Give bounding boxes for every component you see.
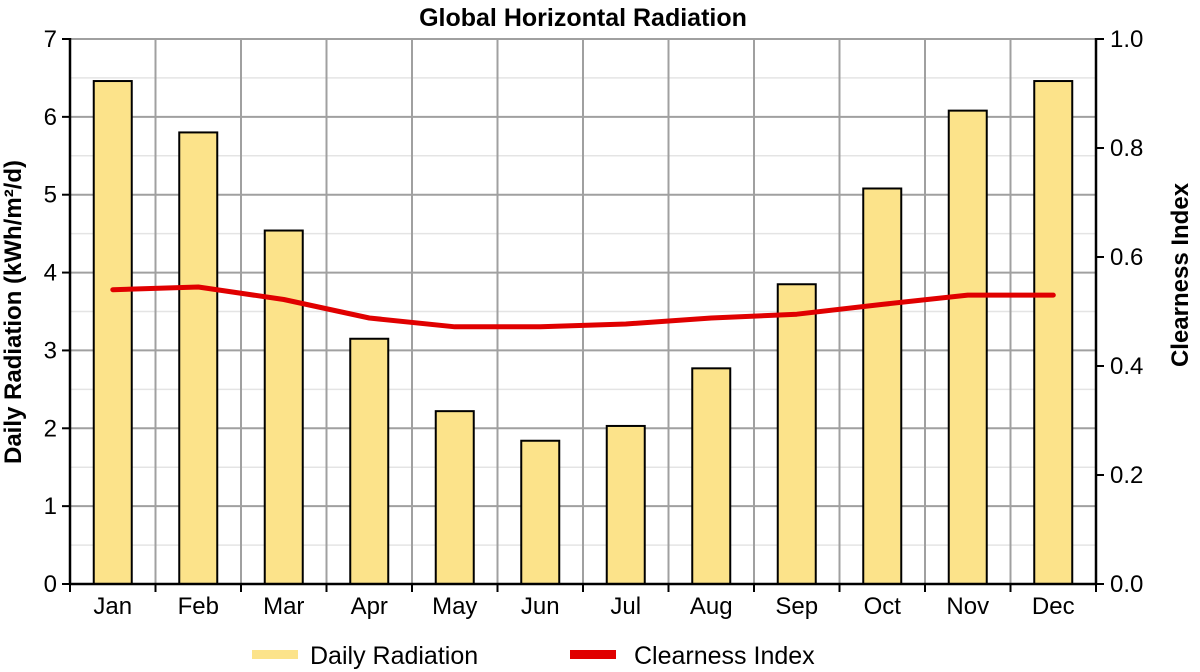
x-axis-ticks: Jan Feb Mar Apr May Jun Jul Aug Sep Oct Nov Dec <box>69 584 1097 620</box>
y-tick-label: 0 <box>44 571 57 598</box>
legend: Daily Radiation Clearness Index <box>252 642 815 670</box>
y-axis-ticks: 0 1 2 3 4 5 6 7 <box>44 26 70 598</box>
x-tick-label-jun: Jun <box>521 593 560 620</box>
gridlines <box>70 38 1096 584</box>
bar-apr <box>349 337 390 585</box>
x-tick-label-dec: Dec <box>1032 593 1075 620</box>
x-tick-label-sep: Sep <box>775 593 818 620</box>
bar-mar <box>263 229 304 585</box>
x-tick-label-feb: Feb <box>178 593 219 620</box>
bar-dec <box>1033 80 1074 586</box>
x-tick-label-may: May <box>432 593 477 620</box>
y-tick-label: 7 <box>44 26 57 53</box>
x-tick-label-jan: Jan <box>93 593 132 620</box>
y2-tick-label: 0.6 <box>1110 244 1143 271</box>
x-tick-label-aug: Aug <box>690 593 733 620</box>
y-tick-label: 3 <box>44 337 57 364</box>
line-series <box>110 284 1056 330</box>
bar-nov <box>947 109 988 585</box>
bar-aug <box>691 367 732 586</box>
bar-jan <box>92 80 133 586</box>
legend-swatch-clearness-index <box>570 650 616 659</box>
y2-tick-label: 0.2 <box>1110 462 1143 489</box>
y2-tick-label: 0.4 <box>1110 353 1143 380</box>
y2-tick-label: 0.0 <box>1110 571 1143 598</box>
chart-title: Global Horizontal Radiation <box>419 4 747 32</box>
y-tick-label: 5 <box>44 182 57 209</box>
y2-tick-label: 1.0 <box>1110 26 1143 53</box>
bar-may <box>434 410 475 585</box>
bar-oct <box>862 187 903 585</box>
bar-jun <box>520 439 561 585</box>
y2-tick-label: 0.8 <box>1110 135 1143 162</box>
y-tick-label: 6 <box>44 104 57 131</box>
legend-label-clearness-index: Clearness Index <box>634 642 815 670</box>
y2-axis-ticks: 0.0 0.2 0.4 0.6 0.8 1.0 <box>1096 26 1143 598</box>
y-axis-label: Daily Radiation (kWh/m²/d) <box>0 160 27 464</box>
y2-axis-label: Clearness Index <box>1167 182 1194 367</box>
bar-jul <box>605 424 646 586</box>
y-tick-label: 1 <box>44 493 57 520</box>
clearness-index-line <box>110 284 1056 330</box>
legend-label-daily-radiation: Daily Radiation <box>310 642 478 670</box>
x-tick-label-apr: Apr <box>351 593 388 620</box>
bar-feb <box>178 131 219 586</box>
bar-series <box>92 80 1074 586</box>
bar-sep <box>776 283 817 585</box>
y-tick-label: 2 <box>44 415 57 442</box>
legend-swatch-daily-radiation <box>252 650 298 659</box>
x-tick-label-jul: Jul <box>610 593 641 620</box>
x-tick-label-nov: Nov <box>946 593 989 620</box>
y-tick-label: 4 <box>44 260 57 287</box>
x-tick-label-oct: Oct <box>864 593 902 620</box>
x-tick-label-mar: Mar <box>263 593 304 620</box>
